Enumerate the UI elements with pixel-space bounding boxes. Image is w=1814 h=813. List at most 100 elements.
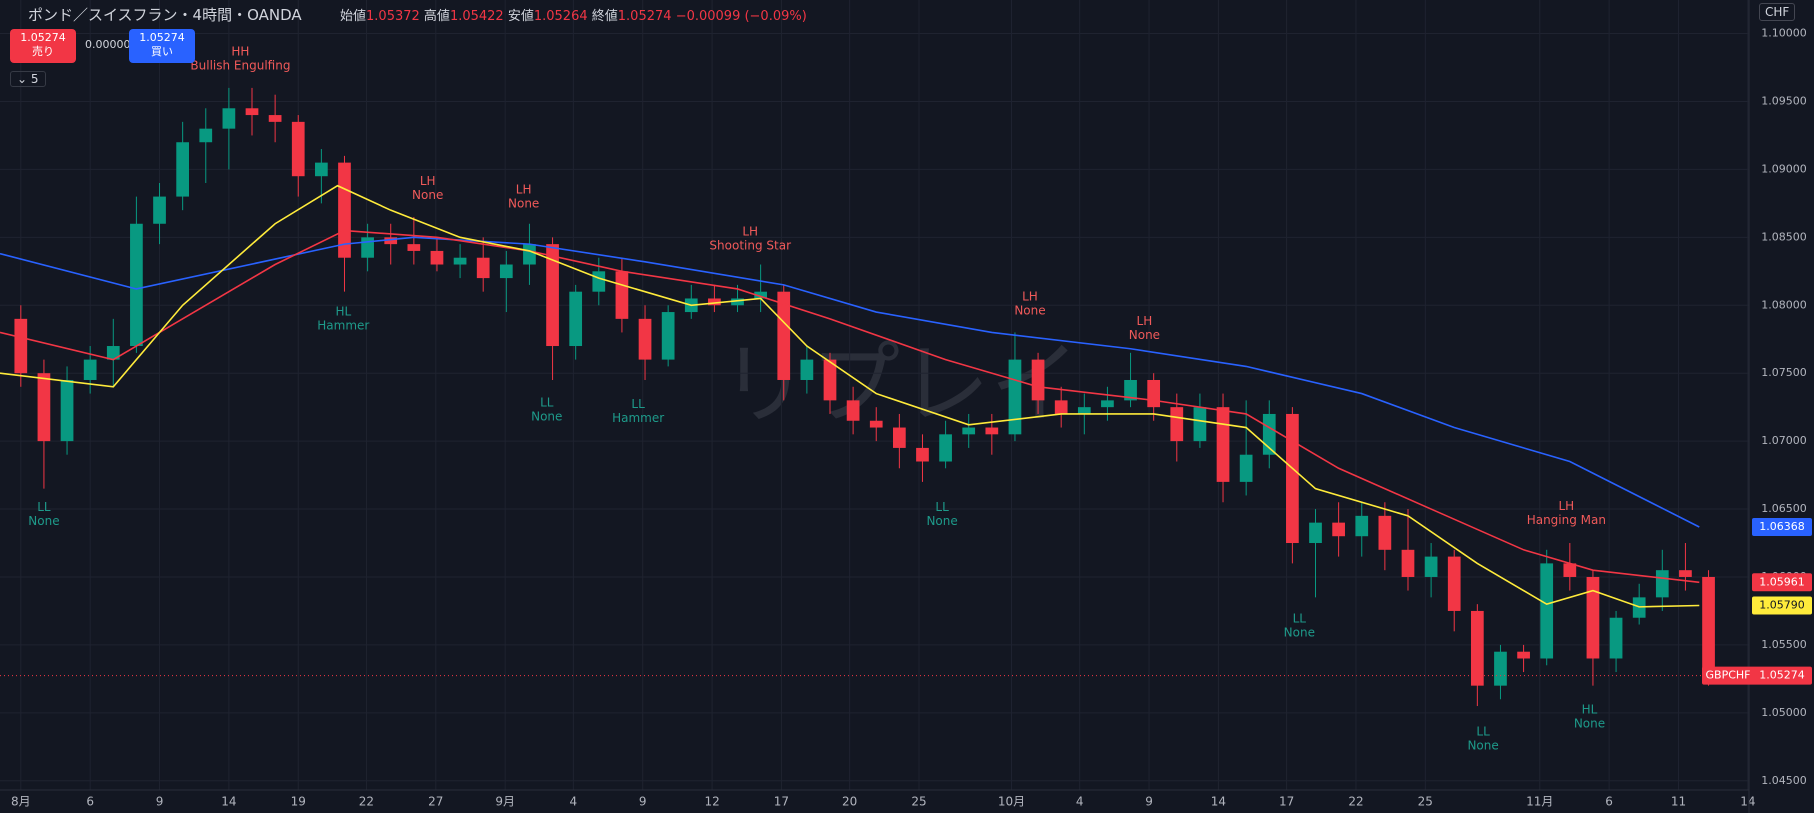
candle-body (638, 318, 652, 360)
x-tick-label: 6 (86, 795, 94, 809)
candle-body (1147, 379, 1161, 408)
candle-body (1193, 407, 1207, 442)
candle-body (1332, 522, 1345, 537)
x-tick-label: 17 (1279, 795, 1294, 809)
candle-body (754, 291, 767, 299)
annotation-label: LL (1293, 612, 1307, 626)
watermark: リプレイ (720, 332, 1080, 437)
candle-body (1216, 407, 1230, 482)
candle-body (1170, 407, 1184, 442)
candle-body (1563, 563, 1577, 577)
candle-body (222, 108, 236, 129)
change: −0.00099 (−0.09%) (675, 9, 807, 24)
price: 1.05274 (20, 31, 66, 44)
annotation-pattern: Bullish Engulfing (190, 59, 290, 73)
x-tick-label: 4 (1076, 795, 1084, 809)
x-tick-label: 9 (639, 795, 647, 809)
annotation-pattern: None (28, 514, 59, 528)
annotation-pattern: Shooting Star (709, 238, 791, 252)
candle-body (338, 162, 351, 258)
x-tick-label: 8月 (11, 795, 31, 809)
candle-body (291, 121, 305, 177)
candle-body (384, 237, 398, 245)
annotation-pattern: None (412, 188, 443, 202)
annotation-pattern: None (1574, 717, 1605, 731)
symbol-label: GBPCHF (1706, 669, 1751, 682)
annotation-pattern: None (1129, 328, 1160, 342)
price-label-bg (1702, 666, 1812, 685)
indicator-toggle[interactable]: ⌄ 5 (10, 71, 46, 87)
annotation-pattern: None (1014, 304, 1045, 318)
candle-body (916, 447, 929, 462)
x-tick-label: 14 (221, 795, 236, 809)
moving-average (0, 236, 1700, 528)
ohlc: 始値1.05372 高値1.05422 安値1.05264 終値1.05274 … (340, 5, 807, 24)
candle-body (268, 115, 282, 122)
label: 始値 (340, 9, 367, 24)
x-tick-label: 9月 (495, 795, 515, 809)
spread: 0.00000 (85, 38, 131, 51)
label: 高値 (423, 9, 450, 24)
annotation-label: HL (1582, 703, 1598, 717)
symbol-title: ポンド／スイスフラン・4時間・OANDA (28, 6, 302, 24)
x-tick-label: 6 (1605, 795, 1613, 809)
price-label: 1.05274 (1759, 669, 1805, 682)
annotation-label: LH (516, 182, 532, 196)
candle-body (1101, 400, 1114, 408)
candle-body (453, 257, 467, 265)
price-label-bg (1752, 573, 1812, 592)
price-label-bg (1752, 517, 1812, 536)
annotation-pattern: None (531, 410, 562, 424)
y-tick-label: 1.06500 (1761, 502, 1807, 515)
currency-select[interactable]: CHF (1759, 3, 1796, 21)
candle-body (1586, 576, 1600, 659)
sell-button[interactable]: 1.05274 売り (10, 29, 76, 63)
candle-body (1378, 515, 1392, 550)
candle-body (499, 264, 513, 279)
annotation-label: HL (335, 305, 351, 319)
y-tick-label: 1.08500 (1761, 230, 1807, 243)
price-label: 1.05790 (1759, 599, 1805, 612)
annotation-pattern: Hanging Man (1527, 513, 1606, 527)
y-tick-label: 1.09000 (1761, 162, 1807, 175)
candle-body (1424, 556, 1438, 577)
x-tick-label: 27 (428, 795, 443, 809)
candle-body (1517, 651, 1530, 659)
candle-body (1494, 651, 1507, 686)
value: 1.05372 (366, 9, 420, 24)
candle-body (1470, 610, 1484, 686)
value: 1.05422 (449, 9, 504, 24)
candle-body (1309, 522, 1322, 544)
candle-body (962, 427, 976, 435)
annotation-pattern: None (1467, 738, 1498, 752)
candle-body (106, 346, 120, 360)
candle-body (823, 359, 837, 401)
candle-body (1239, 454, 1253, 482)
candle-body (1702, 576, 1715, 676)
annotation-label: LL (1476, 724, 1490, 738)
candle-body (1286, 413, 1299, 544)
candle-body (1031, 359, 1045, 401)
x-tick-label: 11月 (1526, 795, 1553, 809)
candle-body (245, 108, 259, 116)
candle-body (1540, 563, 1554, 659)
label: 売り (32, 45, 54, 58)
candle-body (708, 298, 721, 306)
buy-button[interactable]: 1.05274 買い (129, 29, 195, 63)
price-label: 1.06368 (1759, 520, 1805, 533)
annotation-label: HH (231, 45, 249, 59)
y-tick-label: 1.10000 (1761, 27, 1807, 40)
candle-body (546, 244, 559, 347)
annotation-pattern: Hammer (612, 411, 664, 425)
x-tick-label: 14 (1740, 795, 1755, 809)
candle-body (430, 250, 444, 265)
count: 5 (30, 72, 39, 86)
y-tick-label: 1.05500 (1761, 638, 1807, 651)
y-tick-label: 1.05000 (1761, 706, 1807, 719)
x-tick-label: 9 (156, 795, 164, 809)
candle-body (800, 359, 814, 380)
x-tick-label: 11 (1671, 795, 1686, 809)
candle-body (83, 359, 97, 380)
